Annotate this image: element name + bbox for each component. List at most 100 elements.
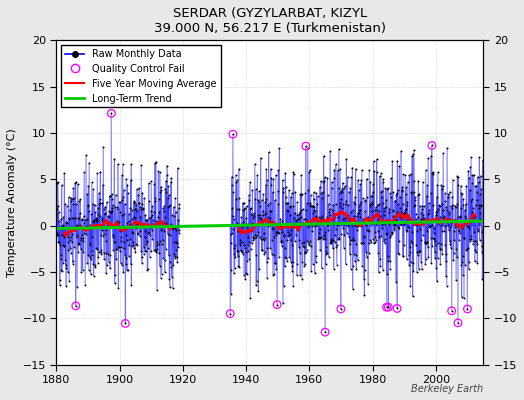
- Point: [80, 230, 88, 236]
- Point: [66, 245, 74, 252]
- Point: [244, 248, 253, 254]
- Point: [473, 188, 481, 195]
- Point: [439, 207, 447, 213]
- Point: [102, 238, 111, 244]
- Point: [120, 211, 128, 218]
- Point: [63, 220, 71, 226]
- Point: [256, 234, 264, 240]
- Point: [73, 232, 82, 238]
- Point: [122, 176, 130, 182]
- Point: [305, 168, 313, 175]
- Point: [108, 191, 116, 197]
- Point: [348, 285, 357, 292]
- Point: [264, 223, 272, 230]
- Point: [112, 256, 121, 263]
- Point: [475, 202, 483, 208]
- Point: [306, 238, 314, 244]
- Point: [469, 240, 477, 247]
- Point: [431, 218, 440, 224]
- Point: [363, 194, 371, 200]
- Point: [252, 282, 260, 289]
- Point: [83, 191, 92, 197]
- Point: [325, 206, 334, 212]
- Point: [326, 212, 334, 218]
- Point: [238, 229, 246, 236]
- Point: [336, 200, 344, 206]
- Point: [421, 167, 430, 173]
- Point: [356, 181, 364, 187]
- Point: [113, 218, 122, 224]
- Point: [119, 194, 127, 200]
- Point: [296, 209, 304, 215]
- Point: [170, 238, 179, 245]
- Point: [65, 215, 73, 221]
- Point: [399, 210, 408, 217]
- Point: [141, 212, 149, 218]
- Point: [111, 238, 119, 245]
- Point: [274, 188, 282, 194]
- Point: [235, 166, 243, 172]
- Point: [313, 200, 321, 207]
- Point: [385, 205, 394, 212]
- Point: [295, 244, 303, 250]
- Point: [340, 209, 348, 216]
- Point: [420, 215, 428, 222]
- Point: [86, 240, 94, 246]
- Point: [443, 144, 451, 151]
- Point: [468, 209, 476, 216]
- Point: [86, 271, 95, 277]
- Point: [79, 267, 87, 273]
- Point: [109, 202, 117, 208]
- Point: [125, 218, 133, 224]
- Point: [307, 202, 315, 209]
- Point: [376, 263, 385, 270]
- Point: [151, 246, 159, 253]
- Point: [143, 238, 151, 244]
- Point: [293, 261, 301, 268]
- Point: [274, 228, 282, 235]
- Point: [286, 212, 294, 218]
- Point: [330, 174, 339, 181]
- Point: [463, 223, 471, 229]
- Point: [460, 235, 468, 242]
- Point: [146, 224, 154, 231]
- Point: [111, 280, 119, 286]
- Point: [316, 234, 325, 240]
- Point: [274, 167, 282, 173]
- Point: [441, 198, 449, 204]
- Point: [53, 232, 62, 239]
- Point: [54, 209, 63, 216]
- Point: [130, 244, 138, 251]
- Point: [363, 175, 371, 182]
- Point: [61, 226, 69, 232]
- Point: [267, 174, 276, 181]
- Point: [255, 199, 263, 205]
- Point: [248, 187, 257, 194]
- Point: [56, 276, 64, 283]
- Point: [392, 279, 400, 285]
- Point: [94, 205, 102, 212]
- Point: [297, 192, 305, 198]
- Point: [463, 246, 472, 252]
- Point: [323, 191, 332, 198]
- Point: [318, 218, 326, 225]
- Point: [337, 205, 346, 212]
- Point: [88, 248, 96, 254]
- Point: [405, 219, 413, 225]
- Point: [287, 227, 296, 233]
- Point: [91, 264, 99, 270]
- Point: [229, 226, 237, 232]
- Point: [257, 216, 265, 223]
- Point: [312, 253, 320, 259]
- Point: [336, 166, 344, 172]
- Point: [380, 205, 388, 211]
- Point: [162, 188, 171, 195]
- Point: [145, 198, 153, 205]
- Point: [84, 183, 93, 190]
- Point: [130, 215, 139, 221]
- Point: [277, 238, 286, 244]
- Point: [307, 192, 315, 198]
- Point: [372, 237, 380, 243]
- Point: [71, 180, 79, 186]
- Point: [158, 271, 166, 277]
